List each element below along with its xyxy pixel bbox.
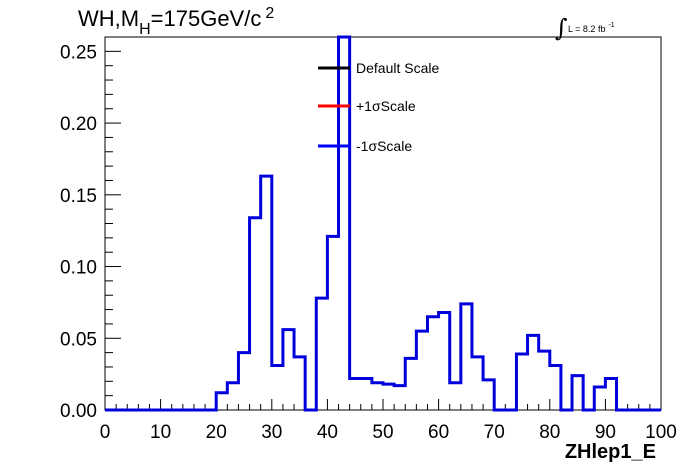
series-group bbox=[105, 35, 661, 412]
legend-label: +1σScale bbox=[356, 98, 416, 114]
y-tick-label: 0.25 bbox=[60, 42, 97, 63]
x-tick-label: 100 bbox=[645, 422, 677, 443]
y-tick-label: 0.00 bbox=[60, 401, 97, 422]
x-tick-label: 10 bbox=[150, 422, 171, 443]
y-tick-label: 0.05 bbox=[60, 329, 97, 350]
lumi-integral-symbol: ∫ bbox=[555, 14, 568, 42]
x-tick-labels: 0 10 20 30 40 50 60 70 80 90 100 bbox=[100, 422, 677, 443]
legend-label: -1σScale bbox=[356, 138, 412, 154]
legend: Default Scale +1σScale -1σScale bbox=[318, 60, 439, 154]
y-tick-label: 0.20 bbox=[60, 114, 97, 135]
x-tick-label: 60 bbox=[428, 422, 449, 443]
x-tick-label: 70 bbox=[484, 422, 505, 443]
chart-title: WH,MH=175GeV/c 2 bbox=[78, 5, 274, 38]
lumi-label: L = 8.2 fb -1 bbox=[568, 22, 615, 34]
x-tick-label: 20 bbox=[206, 422, 227, 443]
x-tick-label: 0 bbox=[100, 422, 111, 443]
x-tick-label: 90 bbox=[595, 422, 616, 443]
x-tick-label: 50 bbox=[372, 422, 393, 443]
y-tick-label: 0.10 bbox=[60, 258, 97, 279]
y-tick-labels: 0.00 0.05 0.10 0.15 0.20 0.25 bbox=[60, 42, 97, 422]
x-tick-label: 80 bbox=[539, 422, 560, 443]
y-tick-label: 0.15 bbox=[60, 186, 97, 207]
series-line-minus-1sigma bbox=[105, 35, 661, 412]
x-tick-label: 30 bbox=[261, 422, 282, 443]
x-tick-label: 40 bbox=[317, 422, 338, 443]
x-axis-title: ZHlep1_E bbox=[565, 441, 656, 463]
legend-label: Default Scale bbox=[356, 60, 439, 76]
